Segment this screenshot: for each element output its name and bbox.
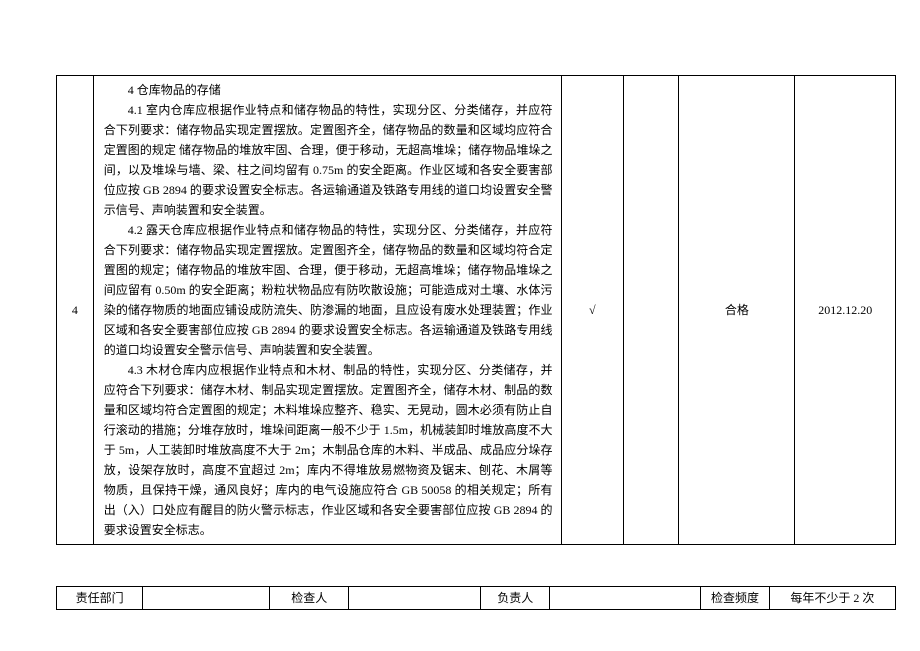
- footer-label-dept: 责任部门: [57, 587, 143, 610]
- content-body: 4 仓库物品的存储 4.1 室内仓库应根据作业特点和储存物品的特性，实现分区、分…: [94, 76, 561, 544]
- cell-index: 4: [57, 76, 94, 545]
- cell-result: 合格: [679, 76, 795, 545]
- para-4-1: 4.1 室内仓库应根据作业特点和储存物品的特性，实现分区、分类储存，并应符合下列…: [104, 100, 553, 220]
- footer-value-dept: [143, 587, 270, 610]
- footer-label-inspector: 检查人: [270, 587, 349, 610]
- table-row: 4 4 仓库物品的存储 4.1 室内仓库应根据作业特点和储存物品的特性，实现分区…: [57, 76, 896, 545]
- cell-content: 4 仓库物品的存储 4.1 室内仓库应根据作业特点和储存物品的特性，实现分区、分…: [93, 76, 561, 545]
- footer-row: 责任部门 检查人 负责人 检查频度 每年不少于 2 次: [57, 587, 896, 610]
- cell-check-pass: √: [561, 76, 623, 545]
- footer-label-owner: 负责人: [481, 587, 550, 610]
- para-4: 4 仓库物品的存储: [104, 80, 553, 100]
- para-4-2: 4.2 露天仓库应根据作业特点和储存物品的特性，实现分区、分类储存，并应符合下列…: [104, 220, 553, 360]
- para-4-3: 4.3 木材仓库内应根据作业特点和木材、制品的特性，实现分区、分类储存，并应符合…: [104, 360, 553, 540]
- footer-value-freq: 每年不少于 2 次: [769, 587, 895, 610]
- footer-value-inspector: [349, 587, 481, 610]
- footer-table: 责任部门 检查人 负责人 检查频度 每年不少于 2 次: [56, 586, 896, 610]
- cell-date: 2012.12.20: [795, 76, 896, 545]
- cell-check-fail: [624, 76, 679, 545]
- inspection-table: 4 4 仓库物品的存储 4.1 室内仓库应根据作业特点和储存物品的特性，实现分区…: [56, 75, 896, 545]
- footer-value-owner: [550, 587, 701, 610]
- footer-label-freq: 检查频度: [701, 587, 770, 610]
